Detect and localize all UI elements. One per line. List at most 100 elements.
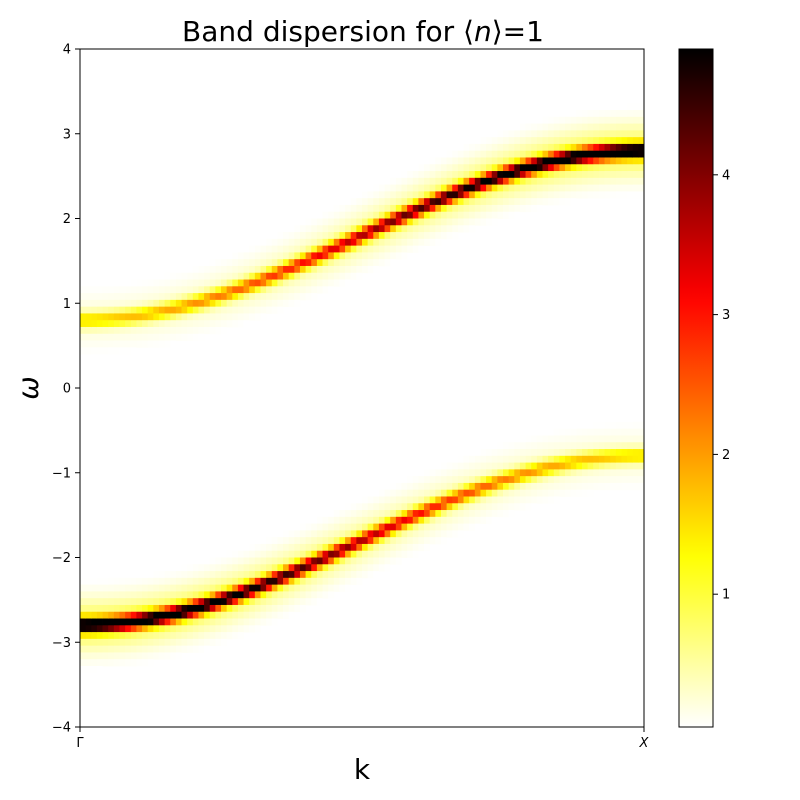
heatmap-cell: [125, 611, 132, 619]
heatmap-cell: [283, 279, 290, 287]
heatmap-cell: [581, 449, 588, 457]
heatmap-cell: [243, 293, 250, 301]
heatmap-cell: [232, 625, 239, 633]
heatmap-cell: [249, 306, 256, 314]
heatmap-cell: [480, 171, 487, 179]
heatmap-cell: [632, 143, 639, 152]
heatmap-cell: [395, 204, 402, 213]
heatmap-cell: [491, 510, 498, 518]
heatmap-cell: [130, 638, 137, 647]
heatmap-cell: [142, 299, 149, 308]
heatmap-cell: [237, 584, 244, 592]
heatmap-cell: [593, 184, 600, 192]
heatmap-cell: [283, 557, 290, 565]
heatmap-cell: [254, 550, 261, 558]
heatmap-cell: [221, 632, 228, 640]
heatmap-cell: [463, 516, 470, 524]
heatmap-cell: [474, 164, 481, 172]
heatmap-cell: [164, 625, 171, 633]
heatmap-cell: [215, 286, 222, 294]
heatmap-cell: [209, 279, 216, 287]
heatmap-cell: [153, 571, 160, 579]
heatmap-cell: [429, 469, 436, 477]
heatmap-cell: [440, 184, 447, 192]
heatmap-cell: [277, 584, 284, 592]
heatmap-cell: [147, 632, 154, 640]
heatmap-cell: [91, 306, 98, 314]
heatmap-cell: [198, 598, 205, 606]
heatmap-cell: [503, 496, 510, 504]
heatmap-cell: [288, 245, 295, 253]
heatmap-cell: [204, 564, 211, 572]
heatmap-cell: [548, 164, 555, 172]
heatmap-cell: [581, 123, 588, 131]
heatmap-cell: [322, 550, 329, 558]
heatmap-cell: [305, 537, 312, 545]
heatmap-cell: [232, 591, 239, 599]
heatmap-cell: [446, 489, 453, 497]
heatmap-cell: [621, 462, 628, 470]
heatmap-cell: [283, 604, 290, 613]
heatmap-cell: [96, 299, 103, 308]
heatmap-cell: [429, 184, 436, 192]
heatmap-cell: [474, 211, 481, 219]
heatmap-cell: [209, 618, 216, 626]
heatmap-cell: [536, 191, 543, 199]
heatmap-cell: [356, 557, 363, 565]
heatmap-cell: [85, 591, 92, 599]
heatmap-cell: [519, 204, 526, 213]
heatmap-cell: [401, 184, 408, 192]
heatmap-cell: [429, 191, 436, 199]
heatmap-cell: [147, 604, 154, 613]
heatmap-cell: [283, 598, 290, 606]
heatmap-cell: [553, 449, 560, 457]
heatmap-cell: [243, 286, 250, 294]
heatmap-cell: [610, 482, 617, 491]
heatmap-cell: [356, 259, 363, 267]
heatmap-cell: [418, 198, 425, 206]
heatmap-cell: [339, 523, 346, 531]
heatmap-cell: [604, 428, 611, 436]
heatmap-cell: [570, 177, 577, 185]
heatmap-cell: [553, 489, 560, 497]
heatmap-cell: [91, 326, 98, 335]
heatmap-cell: [548, 449, 555, 457]
heatmap-cell: [587, 476, 594, 484]
heatmap-cell: [469, 462, 476, 470]
heatmap-cell: [514, 191, 521, 199]
heatmap-cell: [356, 204, 363, 213]
heatmap-cell: [435, 469, 442, 477]
heatmap-cell: [627, 137, 634, 145]
heatmap-cell: [553, 428, 560, 436]
heatmap-cell: [362, 252, 369, 260]
heatmap-cell: [333, 577, 340, 586]
heatmap-cell: [503, 469, 510, 477]
heatmap-cell: [153, 638, 160, 647]
heatmap-cell: [452, 476, 459, 484]
heatmap-cell: [576, 184, 583, 192]
heatmap-cell: [136, 611, 143, 619]
heatmap-cell: [333, 245, 340, 253]
heatmap-cell: [305, 272, 312, 280]
heatmap-cell: [390, 523, 397, 531]
heatmap-cell: [260, 543, 267, 552]
heatmap-cell: [593, 421, 600, 430]
heatmap-cell: [497, 177, 504, 185]
heatmap-cell: [604, 455, 611, 463]
heatmap-cell: [632, 164, 639, 172]
heatmap-cell: [407, 184, 414, 192]
heatmap-cell: [531, 191, 538, 199]
heatmap-cell: [587, 171, 594, 179]
heatmap-cell: [356, 564, 363, 572]
heatmap-cell: [418, 516, 425, 524]
heatmap-cell: [350, 503, 357, 511]
heatmap-cell: [226, 611, 233, 619]
heatmap-cell: [390, 482, 397, 491]
heatmap-cell: [457, 225, 464, 233]
heatmap-cell: [254, 259, 261, 267]
heatmap-cell: [452, 171, 459, 179]
heatmap-cell: [345, 265, 352, 274]
heatmap-cell: [142, 293, 149, 301]
heatmap-cell: [367, 218, 374, 226]
heatmap-cell: [474, 198, 481, 206]
